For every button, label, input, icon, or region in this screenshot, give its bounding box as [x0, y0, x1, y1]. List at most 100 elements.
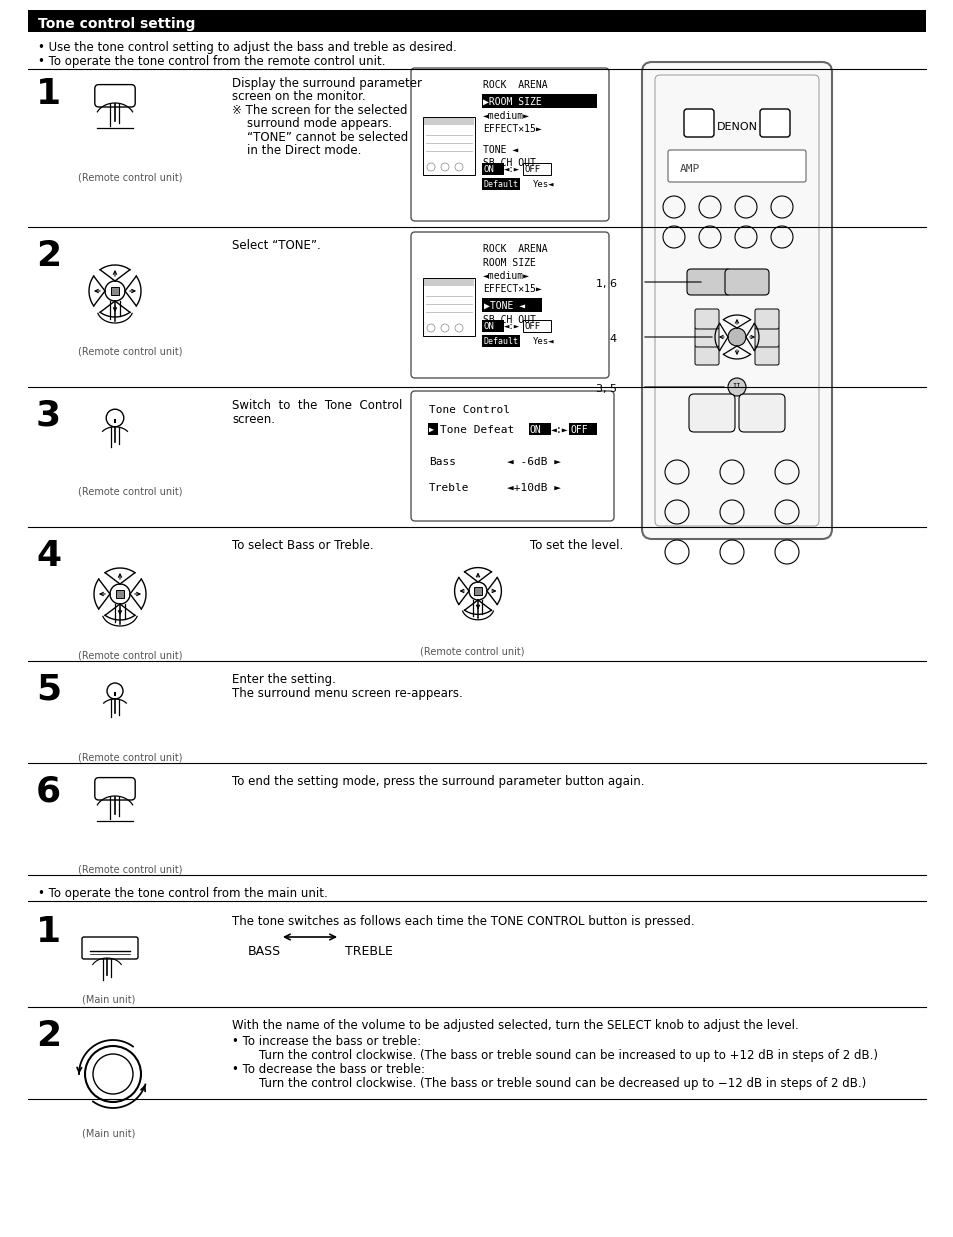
Text: (Remote control unit): (Remote control unit)	[78, 651, 182, 661]
Bar	[428, 423, 437, 435]
Text: ▶TONE ◄: ▶TONE ◄	[483, 301, 524, 310]
Text: To set the level.: To set the level.	[530, 539, 622, 552]
FancyBboxPatch shape	[760, 109, 789, 137]
Text: Default: Default	[483, 181, 518, 189]
Text: ※ The screen for the selected: ※ The screen for the selected	[232, 104, 407, 118]
Text: Treble: Treble	[429, 482, 469, 494]
Text: 1: 1	[36, 915, 61, 949]
Text: The tone switches as follows each time the TONE CONTROL button is pressed.: The tone switches as follows each time t…	[232, 915, 694, 928]
Text: Tone Control: Tone Control	[429, 404, 510, 414]
Text: screen on the monitor.: screen on the monitor.	[232, 90, 365, 104]
Bar	[522, 320, 551, 332]
Text: (Main unit): (Main unit)	[82, 995, 135, 1004]
Text: Turn the control clockwise. (The bass or treble sound can be decreased up to −12: Turn the control clockwise. (The bass or…	[244, 1077, 865, 1090]
Bar	[481, 335, 519, 348]
Text: Turn the control clockwise. (The bass or treble sound can be increased to up to : Turn the control clockwise. (The bass or…	[244, 1049, 877, 1063]
Text: Tone control setting: Tone control setting	[38, 17, 195, 31]
FancyBboxPatch shape	[754, 309, 779, 329]
Text: ◄ -6dB ►: ◄ -6dB ►	[506, 456, 560, 468]
Text: ◄+10dB ►: ◄+10dB ►	[506, 482, 560, 494]
Text: ◄:►: ◄:►	[503, 322, 519, 332]
Text: TONE ◄: TONE ◄	[482, 145, 517, 155]
Text: ▶: ▶	[429, 426, 434, 434]
Text: SB CH OUT: SB CH OUT	[482, 315, 536, 325]
Text: • Use the tone control setting to adjust the bass and treble as desired.: • Use the tone control setting to adjust…	[38, 41, 456, 54]
Text: • To decrease the bass or treble:: • To decrease the bass or treble:	[232, 1063, 424, 1076]
Bar	[28, 10, 925, 32]
FancyBboxPatch shape	[94, 84, 135, 106]
FancyBboxPatch shape	[754, 327, 779, 348]
Text: Default: Default	[483, 336, 518, 346]
FancyBboxPatch shape	[754, 345, 779, 365]
Text: The surround menu screen re-appears.: The surround menu screen re-appears.	[232, 687, 462, 700]
Text: OFF: OFF	[524, 165, 540, 174]
Text: • To operate the tone control from the main unit.: • To operate the tone control from the m…	[38, 887, 328, 901]
Bar	[529, 423, 551, 435]
Bar	[111, 287, 119, 294]
Text: II: II	[732, 383, 740, 388]
Text: (Remote control unit): (Remote control unit)	[78, 172, 182, 182]
Text: (Remote control unit): (Remote control unit)	[78, 753, 182, 763]
Bar	[481, 320, 503, 332]
Text: 5: 5	[36, 673, 61, 708]
Text: 2: 2	[36, 1019, 61, 1053]
Text: Bass: Bass	[429, 456, 456, 468]
Text: ON: ON	[483, 165, 495, 174]
Bar	[481, 94, 597, 108]
Text: “TONE” cannot be selected: “TONE” cannot be selected	[232, 131, 408, 143]
Text: 3: 3	[36, 400, 61, 433]
Text: ROCK  ARENA: ROCK ARENA	[482, 244, 547, 254]
Text: ◄medium►: ◄medium►	[482, 111, 530, 121]
Text: Yes◄: Yes◄	[533, 336, 554, 346]
Circle shape	[110, 584, 130, 604]
Bar	[116, 590, 124, 597]
Text: 1, 6: 1, 6	[596, 280, 617, 289]
Bar	[481, 178, 519, 190]
Text: (Remote control unit): (Remote control unit)	[419, 647, 524, 657]
FancyBboxPatch shape	[695, 327, 719, 348]
Text: Switch  to  the  Tone  Control: Switch to the Tone Control	[232, 400, 402, 412]
Bar	[481, 298, 541, 312]
Text: ROOM SIZE: ROOM SIZE	[482, 259, 536, 268]
Text: • To operate the tone control from the remote control unit.: • To operate the tone control from the r…	[38, 54, 385, 68]
Text: ROCK  ARENA: ROCK ARENA	[482, 80, 547, 90]
Circle shape	[727, 379, 745, 396]
Bar	[481, 163, 503, 174]
Text: 1: 1	[36, 77, 61, 111]
Bar	[422, 278, 475, 336]
Text: ◄medium►: ◄medium►	[482, 271, 530, 281]
Bar	[568, 423, 597, 435]
Text: EFFECT✕15►: EFFECT✕15►	[482, 285, 541, 294]
Text: (Main unit): (Main unit)	[82, 1129, 135, 1139]
Circle shape	[727, 328, 745, 346]
Text: ▶ROOM SIZE: ▶ROOM SIZE	[482, 96, 541, 106]
Text: • To increase the bass or treble:: • To increase the bass or treble:	[232, 1035, 420, 1048]
FancyBboxPatch shape	[82, 936, 138, 959]
FancyBboxPatch shape	[667, 150, 805, 182]
Text: in the Direct mode.: in the Direct mode.	[232, 145, 361, 157]
Bar	[423, 118, 474, 125]
Text: Yes◄: Yes◄	[533, 181, 554, 189]
FancyBboxPatch shape	[695, 345, 719, 365]
Text: Select “TONE”.: Select “TONE”.	[232, 239, 320, 252]
Text: To end the setting mode, press the surround parameter button again.: To end the setting mode, press the surro…	[232, 776, 644, 788]
FancyBboxPatch shape	[724, 268, 768, 294]
Text: 4: 4	[609, 334, 617, 344]
Text: SB CH OUT: SB CH OUT	[482, 158, 536, 168]
FancyBboxPatch shape	[688, 395, 734, 432]
Text: screen.: screen.	[232, 413, 274, 426]
Text: DENON: DENON	[716, 122, 757, 132]
Text: 4: 4	[36, 539, 61, 573]
Bar	[522, 163, 551, 174]
FancyBboxPatch shape	[411, 68, 608, 221]
Text: ◄:►: ◄:►	[551, 426, 568, 435]
FancyBboxPatch shape	[739, 395, 784, 432]
FancyBboxPatch shape	[94, 778, 135, 800]
Text: ON: ON	[530, 426, 541, 435]
Text: Display the surround parameter: Display the surround parameter	[232, 77, 421, 90]
Text: (Remote control unit): (Remote control unit)	[78, 348, 182, 357]
Text: 3, 5: 3, 5	[596, 383, 617, 395]
Text: (Remote control unit): (Remote control unit)	[78, 487, 182, 497]
Text: surround mode appears.: surround mode appears.	[232, 118, 392, 130]
FancyBboxPatch shape	[695, 309, 719, 329]
